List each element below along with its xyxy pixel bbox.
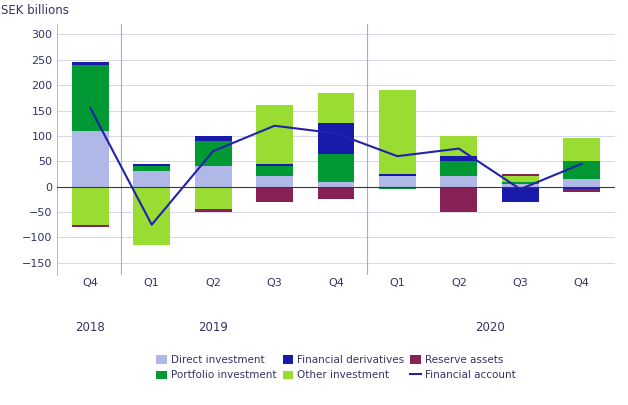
Bar <box>318 123 354 153</box>
Bar <box>195 166 232 187</box>
Bar <box>256 164 293 166</box>
Bar <box>502 174 539 177</box>
Bar <box>563 179 600 187</box>
Bar <box>563 189 600 192</box>
Bar <box>379 177 416 187</box>
Text: 2020: 2020 <box>475 321 504 334</box>
Bar <box>563 139 600 161</box>
Bar <box>379 90 416 174</box>
Bar <box>440 136 477 156</box>
Text: SEK billions: SEK billions <box>1 4 68 17</box>
Bar <box>72 187 109 225</box>
Bar <box>133 187 170 245</box>
Bar <box>256 166 293 177</box>
Bar <box>195 136 232 141</box>
Bar <box>133 166 170 171</box>
Bar <box>318 93 354 123</box>
Bar <box>256 105 293 164</box>
Bar <box>318 187 354 199</box>
Bar <box>440 187 477 212</box>
Bar <box>133 171 170 187</box>
Bar <box>379 187 416 189</box>
Bar <box>502 181 539 184</box>
Bar <box>440 156 477 161</box>
Bar <box>318 153 354 181</box>
Legend: Direct investment, Portfolio investment, Financial derivatives, Other investment: Direct investment, Portfolio investment,… <box>152 351 520 384</box>
Bar <box>502 177 539 181</box>
Bar <box>256 187 293 202</box>
Bar <box>72 225 109 227</box>
Bar <box>72 131 109 187</box>
Bar <box>256 177 293 187</box>
Bar <box>133 164 170 166</box>
Bar <box>563 187 600 189</box>
Bar <box>195 187 232 209</box>
Bar <box>72 62 109 65</box>
Bar <box>379 174 416 177</box>
Bar <box>502 184 539 187</box>
Bar <box>195 141 232 166</box>
Bar <box>195 209 232 212</box>
Bar <box>440 177 477 187</box>
Bar <box>72 65 109 131</box>
Bar <box>440 161 477 177</box>
Bar <box>502 187 539 202</box>
Bar <box>563 161 600 179</box>
Text: 2018: 2018 <box>75 321 105 334</box>
Bar <box>318 181 354 187</box>
Text: 2019: 2019 <box>198 321 228 334</box>
